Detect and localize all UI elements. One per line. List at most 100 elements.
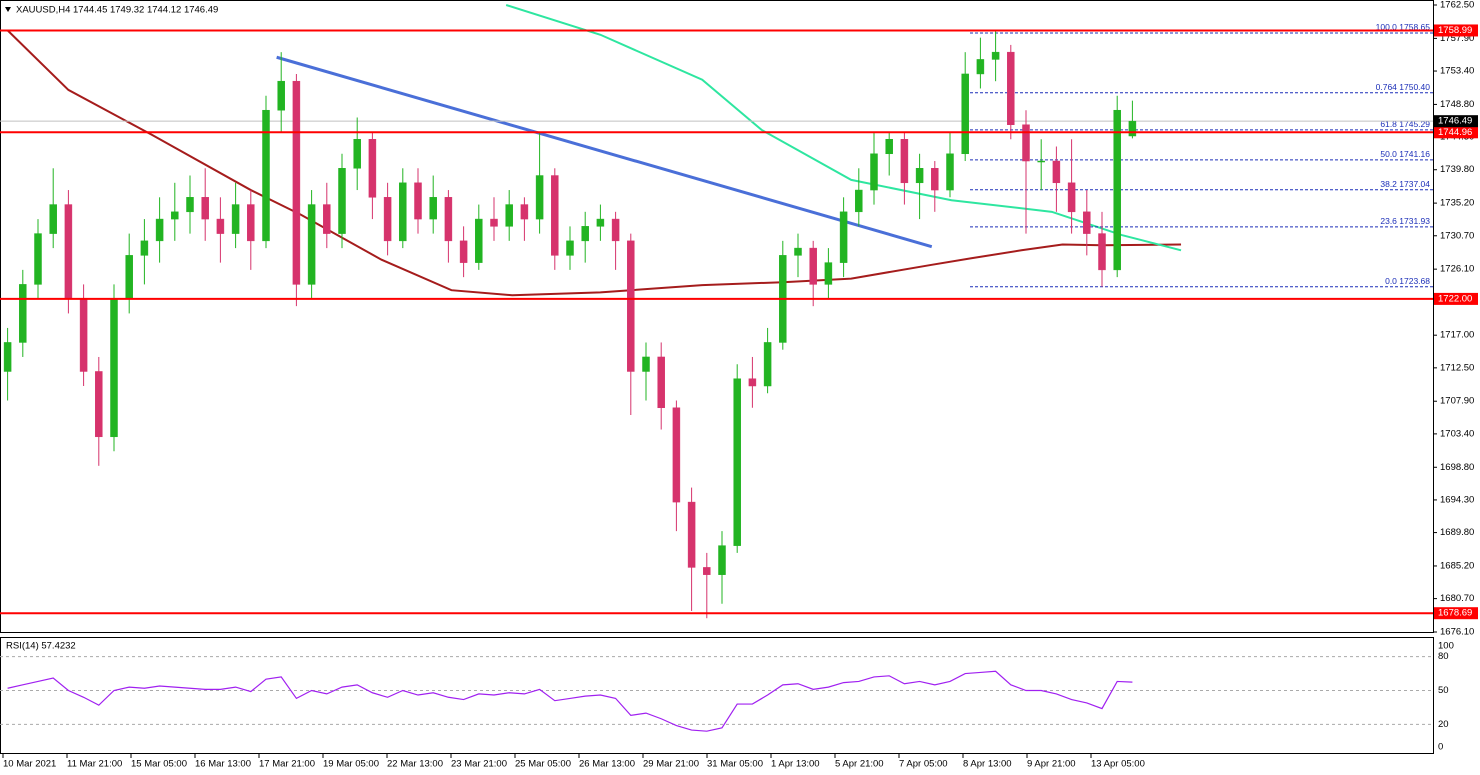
- chart-title: XAUUSD,H4 1744.45 1749.32 1744.12 1746.4…: [16, 5, 218, 16]
- candle-body: [520, 204, 529, 220]
- candle-body: [79, 298, 88, 372]
- candle-body: [703, 567, 711, 575]
- x-tick-label: 10 Mar 2021: [3, 759, 56, 770]
- candle-body: [95, 371, 103, 438]
- candle-body: [247, 204, 255, 242]
- candle-body: [900, 139, 909, 184]
- candle-body: [231, 204, 240, 234]
- candle-body: [262, 109, 270, 242]
- level-tag: [1434, 126, 1478, 139]
- fib-label: 50.0 1741.16: [1380, 149, 1430, 159]
- candle-body: [338, 168, 346, 234]
- candle-body: [1052, 160, 1061, 184]
- rsi-title: RSI(14) 57.4232: [6, 641, 76, 652]
- y-tick-label: 1707.90: [1440, 396, 1474, 407]
- x-tick-label: 5 Apr 21:00: [835, 759, 884, 770]
- level-label: 1744.96: [1438, 127, 1472, 138]
- level-tag: [1434, 607, 1478, 620]
- x-tick-label: 23 Mar 21:00: [451, 759, 507, 770]
- candle-body: [292, 80, 301, 285]
- candle-body: [931, 168, 939, 191]
- fib-label: 100.0 1758.65: [1376, 22, 1431, 32]
- x-tick-label: 29 Mar 21:00: [643, 759, 699, 770]
- candle-body: [642, 356, 650, 372]
- x-tick-label: 15 Mar 05:00: [131, 759, 187, 770]
- x-tick-label: 19 Mar 05:00: [323, 759, 379, 770]
- candle-body: [839, 211, 848, 263]
- candle-body: [976, 59, 985, 75]
- moving-average: [6, 29, 1182, 297]
- price-tag: [1434, 115, 1478, 128]
- y-tick-label: 1712.50: [1440, 362, 1474, 373]
- fib-label: 61.8 1745.29: [1380, 119, 1430, 129]
- candle-body: [991, 51, 1000, 60]
- y-tick-label: 1726.10: [1440, 264, 1474, 275]
- candle-body: [794, 247, 802, 256]
- y-tick-label: 1753.40: [1440, 66, 1474, 77]
- y-tick-label: 1762.50: [1440, 0, 1474, 11]
- fib-label: 0.0 1723.68: [1385, 276, 1430, 286]
- y-tick-label: 1735.20: [1440, 198, 1474, 209]
- y-tick-label: 1748.80: [1440, 99, 1474, 110]
- candle-body: [627, 240, 635, 372]
- y-tick-label: 1680.70: [1440, 593, 1474, 604]
- candle-body: [171, 211, 179, 220]
- candle-body: [961, 73, 969, 155]
- candle-body: [581, 226, 589, 242]
- y-tick-label: 1703.40: [1440, 428, 1474, 439]
- candle-body: [763, 342, 772, 387]
- candle-body: [475, 218, 483, 263]
- candle-body: [885, 139, 893, 155]
- symbol-marker: [5, 7, 11, 12]
- candle-body: [824, 262, 833, 285]
- candle-body: [307, 204, 316, 285]
- rsi-tick-label: 50: [1438, 685, 1449, 696]
- y-tick-label: 1757.90: [1440, 33, 1474, 44]
- level-label: 1678.69: [1438, 608, 1472, 619]
- candle-body: [1083, 211, 1091, 234]
- x-tick-label: 17 Mar 21:00: [259, 759, 315, 770]
- candle-body: [809, 247, 817, 285]
- rsi-panel: [0, 637, 1434, 754]
- x-tick-label: 1 Apr 13:00: [771, 759, 820, 770]
- level-label: 1722.00: [1438, 293, 1472, 304]
- candle-body: [429, 197, 437, 220]
- x-tick-label: 8 Apr 13:00: [963, 759, 1012, 770]
- candle-body: [946, 153, 954, 191]
- candle-body: [353, 139, 361, 169]
- x-tick-label: 25 Mar 05:00: [515, 759, 571, 770]
- candle-body: [383, 197, 392, 242]
- moving-average: [505, 4, 1182, 252]
- candle-body: [201, 197, 209, 220]
- candle-body: [368, 139, 377, 198]
- fib-label: 23.6 1731.93: [1380, 216, 1430, 226]
- trendline: [276, 55, 933, 249]
- rsi-tick-label: 100: [1438, 641, 1454, 652]
- candle-body: [459, 240, 468, 263]
- level-tag: [1434, 24, 1478, 37]
- candle-body: [915, 168, 924, 184]
- candle-body: [1128, 120, 1137, 137]
- y-tick-label: 1730.70: [1440, 230, 1474, 241]
- candle-body: [1022, 124, 1030, 162]
- candle-body: [323, 204, 331, 234]
- candle-body: [399, 182, 407, 242]
- candle-body: [870, 153, 878, 191]
- x-tick-label: 31 Mar 05:00: [707, 759, 763, 770]
- candle-body: [551, 175, 559, 256]
- y-tick-label: 1717.00: [1440, 330, 1474, 341]
- candle-body: [687, 501, 696, 568]
- x-tick-label: 13 Apr 05:00: [1091, 759, 1145, 770]
- y-tick-label: 1694.30: [1440, 494, 1474, 505]
- candle-body: [414, 182, 422, 220]
- candle-body: [125, 255, 133, 300]
- fib-label: 0.764 1750.40: [1376, 82, 1431, 92]
- candle-body: [657, 356, 665, 409]
- candle-body: [3, 342, 12, 372]
- y-tick-label: 1676.10: [1440, 627, 1474, 638]
- candle-body: [490, 218, 498, 227]
- y-tick-label: 1739.80: [1440, 164, 1474, 175]
- candle-body: [535, 175, 544, 220]
- candle-body: [277, 80, 285, 111]
